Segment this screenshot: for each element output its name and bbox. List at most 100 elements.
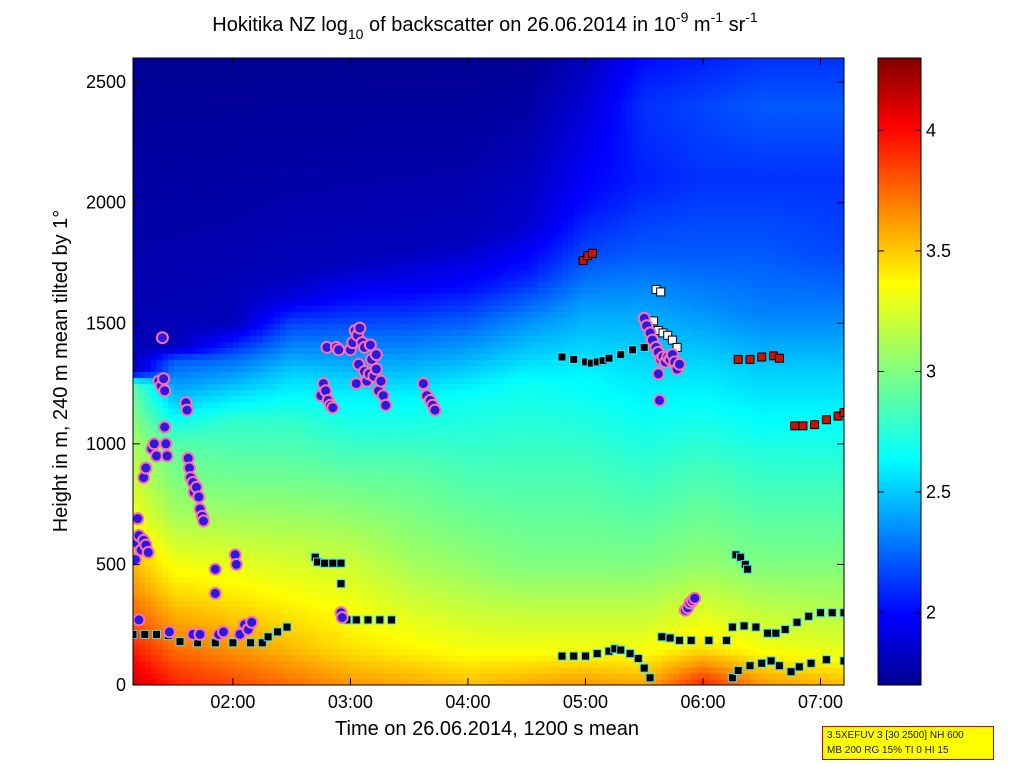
heatmap-cell <box>362 672 369 680</box>
heatmap-cell <box>403 425 410 433</box>
heatmap-cell <box>138 148 146 156</box>
heatmap-cell <box>156 654 163 662</box>
heatmap-cell <box>315 124 322 131</box>
heatmap-cell <box>368 606 375 614</box>
heatmap-cell <box>244 678 252 685</box>
heatmap-cell <box>303 516 310 523</box>
heatmap-cell <box>133 64 140 71</box>
heatmap-cell <box>268 94 275 101</box>
heatmap-cell <box>356 178 363 186</box>
heatmap-cell <box>303 220 310 228</box>
heatmap-cell <box>291 250 299 258</box>
heatmap-cell <box>321 154 328 162</box>
heatmap-cell <box>297 82 305 89</box>
heatmap-cell <box>379 160 387 168</box>
heatmap-cell <box>350 166 357 174</box>
heatmap-cell <box>256 510 263 517</box>
heatmap-cell <box>238 473 246 481</box>
heatmap-cell <box>391 636 399 644</box>
heatmap-cell <box>379 136 387 144</box>
heatmap-cell <box>379 678 387 685</box>
heatmap-cell <box>315 455 322 463</box>
heatmap-cell <box>409 226 416 234</box>
heatmap-cell <box>209 208 216 216</box>
heatmap-cell <box>385 498 393 505</box>
heatmap-cell <box>180 365 187 373</box>
heatmap-cell <box>256 190 263 198</box>
heatmap-cell <box>309 630 316 638</box>
heatmap-cell <box>309 76 316 83</box>
heatmap-cell <box>227 624 234 632</box>
heatmap-cell <box>356 130 363 137</box>
heatmap-cell <box>303 377 310 385</box>
heatmap-cell <box>338 486 346 493</box>
heatmap-cell <box>191 287 199 294</box>
heatmap-cell <box>362 58 369 65</box>
heatmap-cell <box>232 58 240 65</box>
heatmap-cell <box>397 636 404 644</box>
heatmap-cell <box>156 431 163 439</box>
heatmap-cell <box>321 371 328 379</box>
heatmap-cell <box>368 473 375 481</box>
heatmap-cell <box>379 329 387 336</box>
heatmap-cell <box>238 335 246 342</box>
heatmap-cell <box>262 660 269 668</box>
heatmap-cell <box>215 347 222 355</box>
heatmap-cell <box>274 486 281 493</box>
heatmap-cell <box>244 431 252 439</box>
heatmap-cell <box>279 618 287 626</box>
heatmap-cell <box>215 130 222 137</box>
heatmap-cell <box>197 196 205 204</box>
heatmap-cell <box>379 449 387 457</box>
heatmap-cell <box>203 196 210 204</box>
heatmap-cell <box>326 130 334 137</box>
heatmap-cell <box>309 275 316 282</box>
heatmap-cell <box>409 425 416 433</box>
heatmap-cell <box>373 425 381 433</box>
heatmap-cell <box>373 594 381 602</box>
heatmap-cell <box>326 564 334 572</box>
heatmap-cell <box>362 190 369 198</box>
heatmap-cell <box>180 130 187 137</box>
heatmap-cell <box>332 654 340 662</box>
heatmap-cell <box>291 654 299 662</box>
heatmap-cell <box>321 486 328 493</box>
heatmap-cell <box>150 467 158 475</box>
heatmap-cell <box>409 317 416 324</box>
heatmap-cell <box>238 642 246 650</box>
heatmap-cell <box>244 558 252 566</box>
heatmap-cell <box>150 516 158 523</box>
heatmap-cell <box>185 600 193 608</box>
heatmap-cell <box>221 118 228 125</box>
heatmap-cell <box>403 467 410 475</box>
heatmap-cell <box>373 624 381 632</box>
heatmap-cell <box>309 142 316 150</box>
heatmap-cell <box>373 130 381 137</box>
heatmap-cell <box>197 612 205 620</box>
heatmap-cell <box>379 576 387 584</box>
heatmap-cell <box>244 564 252 572</box>
heatmap-cell <box>150 238 158 246</box>
heatmap-cell <box>232 401 240 409</box>
heatmap-cell <box>409 389 416 397</box>
heatmap-cell <box>215 546 222 553</box>
heatmap-cell <box>180 269 187 276</box>
heatmap-cell <box>303 443 310 451</box>
heatmap-cell <box>321 118 328 125</box>
heatmap-cell <box>238 528 246 535</box>
heatmap-cell <box>209 256 216 264</box>
heatmap-cell <box>133 148 140 156</box>
heatmap-cell <box>180 124 187 131</box>
heatmap-cell <box>409 570 416 578</box>
heatmap-cell <box>150 293 158 300</box>
heatmap-cell <box>150 329 158 336</box>
heatmap-cell <box>274 142 281 150</box>
heatmap-cell <box>391 534 399 541</box>
heatmap-cell <box>244 365 252 373</box>
heatmap-cell <box>262 618 269 626</box>
heatmap-cell <box>338 407 346 415</box>
heatmap-cell <box>168 118 175 125</box>
heatmap-cell <box>215 160 222 168</box>
heatmap-cell <box>274 106 281 113</box>
heatmap-cell <box>291 166 299 174</box>
